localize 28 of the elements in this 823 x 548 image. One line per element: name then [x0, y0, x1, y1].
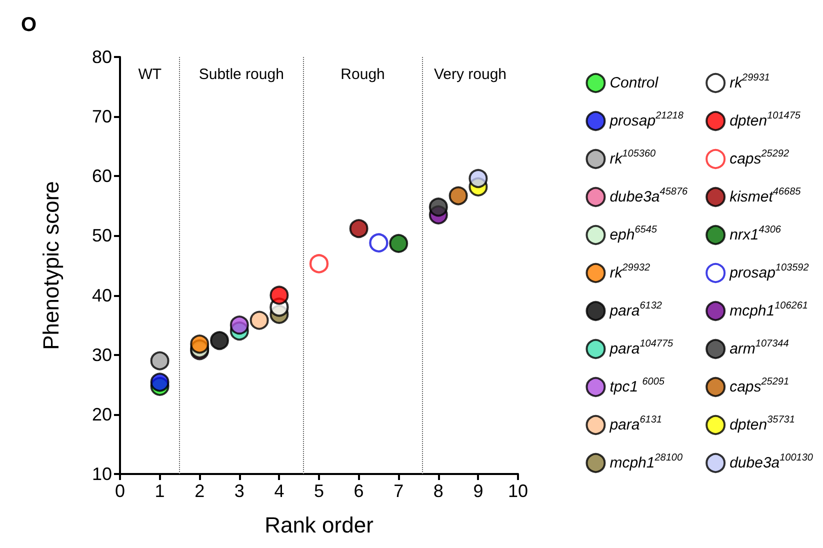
x-tick-label: 7 [394, 481, 404, 501]
legend-label: Control [610, 74, 659, 92]
x-tick-label: 3 [234, 481, 244, 501]
y-tick-label: 70 [92, 106, 112, 127]
x-tick-label: 2 [194, 481, 205, 501]
annotation: Subtle rough [198, 66, 284, 83]
y-tick-label: 60 [92, 166, 112, 186]
chart-title: O [21, 14, 37, 36]
annotation: Very rough [434, 66, 507, 83]
y-tick-label: 40 [92, 285, 112, 306]
y-tick-label: 20 [92, 404, 112, 424]
x-tick-label: 5 [314, 481, 324, 501]
x-tick-label: 10 [508, 481, 528, 501]
legend-label: tpc1 6005 [610, 376, 665, 396]
x-tick-label: 6 [354, 481, 364, 501]
annotation: WT [138, 66, 162, 83]
x-tick-label: 1 [154, 481, 165, 501]
x-tick-label: 4 [274, 481, 284, 501]
annotation: Rough [340, 66, 385, 83]
y-tick-label: 50 [92, 226, 112, 246]
x-axis-title: Rank order [264, 512, 374, 538]
y-axis-title: Phenotypic score [38, 181, 64, 350]
x-tick-label: 0 [114, 481, 126, 501]
y-tick-label: 30 [92, 344, 112, 365]
x-tick-label: 8 [433, 481, 444, 501]
x-tick-label: 9 [473, 481, 484, 501]
y-tick-label: 80 [92, 47, 112, 67]
y-tick-label: 10 [92, 464, 112, 484]
